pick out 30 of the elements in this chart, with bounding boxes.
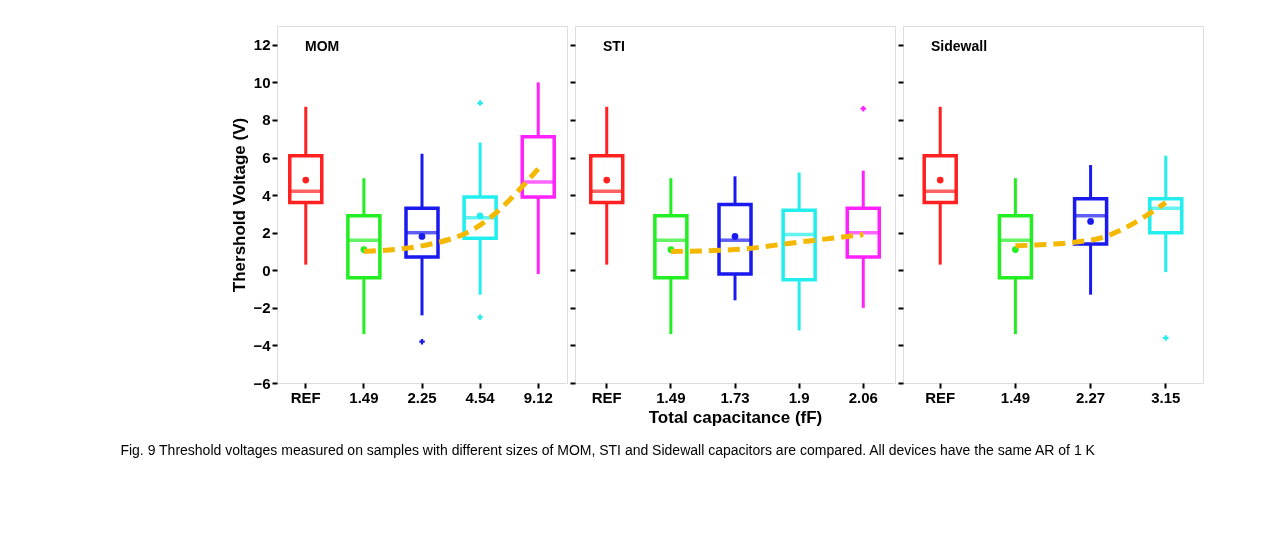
text: STI — [603, 38, 625, 54]
x-axis-title: Total capacitance (fF) — [648, 407, 823, 427]
y-tick-label: 6 — [262, 149, 271, 167]
y-tick-label: −2 — [253, 299, 271, 317]
x-tick-label: REF — [290, 388, 321, 406]
text: MOM — [305, 38, 340, 54]
x-tick-label: 4.54 — [465, 388, 496, 406]
x-tick-label: 3.15 — [1151, 388, 1181, 406]
y-tick-label: 8 — [262, 111, 271, 129]
x-tick-label: 1.49 — [1000, 388, 1031, 406]
y-tick-label: −6 — [253, 374, 271, 392]
x-tick-label: 2.27 — [1075, 388, 1106, 406]
y-axis-title: Thershold Voltage (V) — [230, 117, 250, 293]
x-tick-label: REF — [591, 388, 622, 406]
y-tick-label: 2 — [262, 224, 271, 242]
caption: Fig. 9 Threshold voltages measured on samples with different sizes of MOM, STI and Sidewall capacitors are compared. All devices have the same AR of 1 K — [120, 441, 1096, 458]
x-tick-label: 1.49 — [656, 388, 686, 406]
y-tick-label: −4 — [253, 336, 272, 354]
x-tick-label: 2.06 — [848, 388, 878, 406]
y-tick-label: 0 — [262, 261, 271, 279]
x-tick-label: 1.9 — [788, 388, 810, 406]
y-tick-label: 4 — [262, 186, 272, 204]
x-tick-label: 9.12 — [523, 388, 553, 406]
x-tick-label: REF — [925, 388, 956, 406]
x-tick-label: 1.73 — [720, 388, 750, 406]
y-tick-label: 12 — [253, 36, 271, 54]
x-tick-label: 1.49 — [349, 388, 379, 406]
y-tick-label: 10 — [253, 73, 271, 91]
x-tick-label: 2.25 — [407, 388, 437, 406]
text: Sidewall — [931, 38, 988, 54]
